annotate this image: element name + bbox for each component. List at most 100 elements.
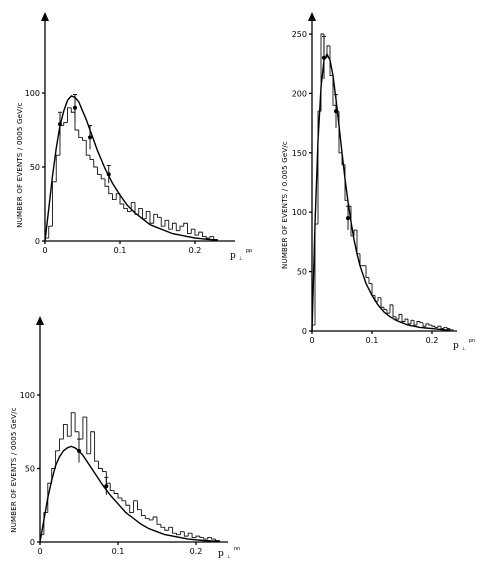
- hist-bin-3-1: [43, 512, 48, 535]
- y-axis-arrow-2: [308, 12, 316, 21]
- hist-bin-1-6: [67, 107, 72, 123]
- hist-bin-3-24: [133, 500, 138, 513]
- hist-bin-2-22: [377, 297, 381, 302]
- y-tick-label-3-1: 50: [25, 465, 35, 474]
- fit-curve-2: [311, 52, 451, 332]
- hist-bin-1-40: [194, 229, 199, 236]
- hist-bin-1-42: [202, 232, 207, 238]
- hist-bin-1-30: [157, 214, 162, 218]
- y-tick-label-1-2: 100: [25, 89, 40, 98]
- x-axis-label-2-main: p: [453, 341, 459, 351]
- hist-bin-1-39: [190, 228, 195, 234]
- hist-bin-3-33: [168, 526, 173, 531]
- hist-bin-1-11: [85, 140, 90, 156]
- x-axis-label-2-sup: pn: [469, 338, 475, 344]
- x-tick-label-2-0: 0: [309, 336, 314, 345]
- y-axis-arrow-3: [36, 316, 44, 325]
- data-point-1-0: [58, 122, 62, 127]
- hist-bin-1-14: [97, 167, 102, 175]
- x-tick-label-2-2: 0.2: [426, 336, 439, 345]
- hist-bin-3-6: [62, 423, 68, 440]
- hist-bin-2-15: [356, 230, 360, 255]
- y-tick-label-1-1: 50: [30, 163, 40, 172]
- hist-bin-2-38: [425, 323, 429, 327]
- hist-bin-2-42: [437, 325, 441, 328]
- data-point-2-2: [346, 216, 350, 221]
- hist-bin-1-36: [179, 225, 184, 231]
- hist-bin-2-46: [449, 328, 454, 331]
- y-tick-label-2-1: 50: [297, 268, 307, 277]
- hist-bin-1-32: [164, 219, 169, 227]
- hist-bin-1-15: [100, 174, 105, 180]
- hist-bin-1-43: [205, 236, 210, 239]
- hist-bin-2-37: [422, 322, 426, 327]
- hist-bin-3-12: [86, 417, 91, 455]
- hist-bin-3-40: [195, 535, 200, 538]
- hist-bin-3-7: [66, 424, 72, 437]
- data-point-3-1: [104, 484, 109, 489]
- hist-bin-3-32: [164, 527, 169, 531]
- hist-bin-2-19: [368, 277, 372, 284]
- hist-bin-3-19: [113, 490, 118, 494]
- x-axis-label-3-sub: ⊥: [227, 554, 231, 560]
- hist-bin-3-31: [160, 524, 165, 528]
- y-tick-label-1-0: 0: [35, 237, 40, 246]
- x-tick-label-2-1: 0.1: [366, 336, 379, 345]
- hist-bin-3-11: [82, 416, 87, 440]
- hist-bin-3-43: [207, 537, 212, 540]
- chart-panel-1: NUMBER OF EVENTS / 0005 GeV/c 0 50 100 0 0.1…: [16, 12, 252, 262]
- hist-bin-3-35: [176, 533, 181, 536]
- x-tick-label-3-1: 0.1: [112, 547, 125, 556]
- hist-bin-2-1: [314, 223, 318, 326]
- hist-bin-1-33: [168, 220, 173, 230]
- hist-bin-2-27: [392, 304, 396, 318]
- x-axis-label-1-sup: pp: [246, 248, 252, 254]
- hist-bin-1-41: [198, 231, 203, 236]
- hist-bin-1-20: [119, 193, 124, 205]
- y-tick-label-3-0: 0: [30, 538, 35, 547]
- x-axis-label-3: p ⊥ nn: [218, 546, 240, 561]
- fit-curve-1: [44, 95, 218, 242]
- y-axis-label-1: NUMBER OF EVENTS / 0005 GeV/c: [16, 102, 24, 227]
- hist-bin-1-34: [172, 222, 177, 230]
- x-tick-label-3-2: 0.2: [190, 547, 203, 556]
- x-tick-label-1-2: 0.2: [189, 246, 202, 255]
- hist-bin-3-39: [191, 533, 196, 539]
- hist-bin-2-18: [365, 265, 369, 278]
- hist-bin-3-38: [187, 532, 193, 537]
- y-tick-label-2-2: 100: [292, 208, 307, 217]
- hist-bin-1-37: [183, 222, 188, 227]
- hist-bin-2-44: [443, 326, 447, 329]
- hist-bin-3-30: [156, 517, 161, 525]
- hist-bin-2-29: [398, 313, 402, 320]
- data-point-1-1: [73, 105, 77, 110]
- hist-bin-1-9: [78, 130, 83, 138]
- hist-bin-1-21: [123, 204, 128, 209]
- hist-bin-1-13: [93, 159, 98, 168]
- hist-bin-1-18: [112, 193, 117, 201]
- hist-bin-3-20: [117, 493, 122, 499]
- x-axis-label-2: p ⊥ pn: [453, 338, 475, 353]
- hist-bin-2-24: [383, 307, 387, 311]
- hist-bin-3-25: [137, 500, 142, 511]
- hist-bin-1-17: [108, 186, 113, 195]
- data-point-3-0: [77, 448, 81, 453]
- x-tick-label-1-0: 0: [42, 246, 47, 255]
- hist-bin-3-36: [179, 531, 185, 535]
- hist-bin-3-29: [152, 516, 157, 520]
- hist-bin-1-8: [74, 112, 79, 131]
- hist-bin-3-18: [109, 483, 115, 491]
- y-axis-arrow-1: [41, 12, 49, 21]
- hist-bin-1-44: [209, 236, 214, 239]
- hist-bin-1-27: [145, 210, 150, 219]
- hist-bin-3-41: [199, 536, 204, 539]
- hist-bin-2-25: [386, 309, 390, 314]
- y-tick-label-2-3: 150: [292, 149, 307, 158]
- hist-bin-1-5: [63, 122, 68, 126]
- hist-bin-1-29: [153, 213, 158, 224]
- fit-curve-3: [39, 445, 220, 543]
- hist-bin-2-45: [446, 327, 450, 330]
- hist-bin-2-16: [359, 253, 363, 267]
- y-tick-label-2-0: 0: [302, 327, 307, 336]
- x-axis-label-2-sub: ⊥: [462, 346, 466, 352]
